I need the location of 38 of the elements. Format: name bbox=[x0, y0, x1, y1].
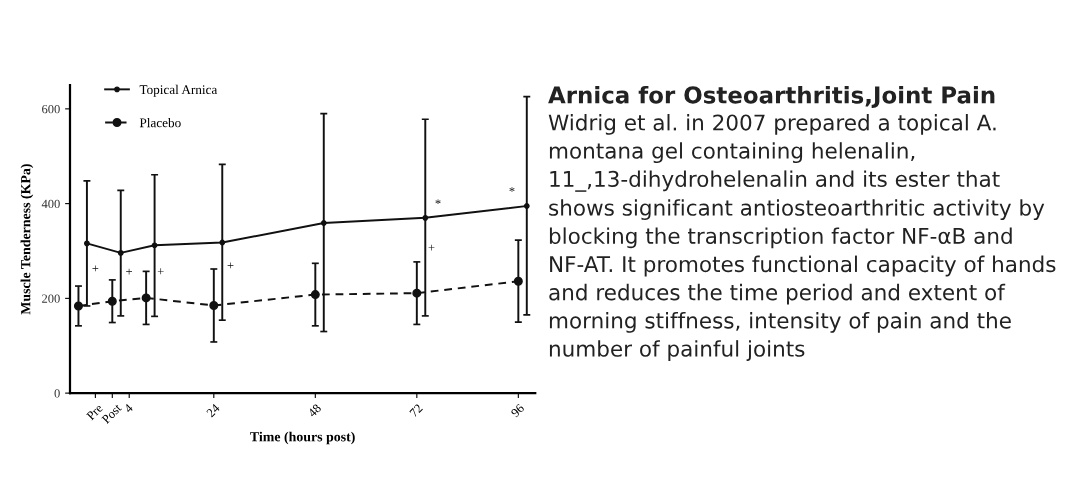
annotation: + bbox=[227, 262, 234, 269]
point bbox=[151, 242, 158, 249]
text: Widrig et al. in 2007 prepared a topical A. montana gel containing helenalin, 11_,13-dihydrohelenalin and its ester that shows significant antiosteoarthritic activity by blocking the transcription factor NF-αB and NF-AT. It promotes functional capacity of hands and reduces the time period and extent of morning stiffness, intensity of pain and the number of painful joints bbox=[548, 114, 1056, 361]
annotation: + bbox=[92, 265, 99, 272]
point bbox=[310, 290, 320, 300]
x-tick-label: 72 bbox=[409, 403, 423, 418]
point bbox=[73, 301, 83, 311]
annotation: + bbox=[157, 268, 164, 275]
x-tick-label: Post bbox=[101, 403, 123, 425]
legend-label: Topical Arnica bbox=[139, 84, 218, 97]
point bbox=[84, 240, 90, 247]
y-tick-label: 400 bbox=[41, 199, 60, 209]
x-axis-title: Time (hours post) bbox=[250, 431, 355, 445]
y-tick-label: 0 bbox=[54, 389, 60, 398]
annotation: * bbox=[509, 187, 515, 192]
y-tick-label: 600 bbox=[42, 104, 60, 114]
annotation: * bbox=[435, 199, 441, 205]
text: Arnica for Osteoarthritis,Joint Pain bbox=[548, 85, 995, 108]
x-tick-label: 4 bbox=[123, 403, 134, 414]
point bbox=[422, 214, 429, 221]
point bbox=[209, 300, 219, 310]
legend-label: Placebo bbox=[139, 117, 181, 128]
annotation: + bbox=[428, 244, 435, 251]
x-tick-label: 24 bbox=[206, 403, 221, 418]
point bbox=[320, 220, 327, 226]
point bbox=[107, 296, 117, 306]
point bbox=[513, 276, 523, 286]
point bbox=[141, 293, 151, 303]
point bbox=[412, 288, 422, 298]
x-tick-label: 48 bbox=[307, 403, 322, 418]
y-tick-label: 200 bbox=[42, 294, 60, 303]
annotation: + bbox=[126, 268, 132, 275]
point bbox=[523, 203, 530, 209]
point bbox=[219, 239, 226, 246]
x-tick-label: 96 bbox=[510, 403, 525, 418]
y-axis-title: Muscle Tenderness (KPa) bbox=[20, 164, 34, 315]
x-tick-label: Pre bbox=[86, 403, 104, 421]
point bbox=[117, 249, 124, 256]
